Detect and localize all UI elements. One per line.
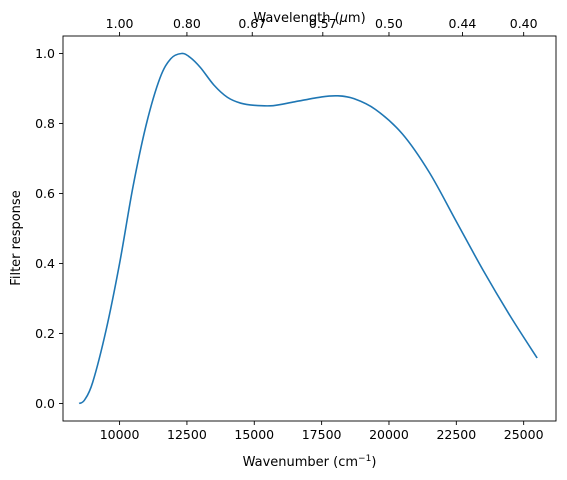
plot-frame xyxy=(62,35,557,422)
y-tick-label: 0.0 xyxy=(35,396,55,411)
x-axis-label: Wavenumber (cm−1) xyxy=(243,454,377,470)
top-tick-label: 1.00 xyxy=(106,16,134,31)
y-tick-label: 0.4 xyxy=(35,256,55,271)
top-x-axis: 1.00 0.80 0.67 0.57 0.50 0.44 0.40 xyxy=(106,16,538,36)
x-tick-label: 25000 xyxy=(504,427,544,442)
y-tick-label: 0.8 xyxy=(35,116,55,131)
x-tick-label: 15000 xyxy=(234,427,274,442)
top-tick-label: 0.80 xyxy=(173,16,201,31)
y-axis: 0.0 0.2 0.4 0.6 0.8 1.0 xyxy=(35,46,63,411)
series-line-0 xyxy=(78,52,538,405)
top-tick-label: 0.40 xyxy=(510,16,538,31)
y-tick-label: 0.6 xyxy=(35,186,55,201)
x-tick-label: 20000 xyxy=(369,427,409,442)
y-tick-label: 1.0 xyxy=(35,46,55,61)
top-tick-label: 0.44 xyxy=(449,16,477,31)
y-axis-label: Filter response xyxy=(9,190,24,285)
top-tick-label: 0.67 xyxy=(238,16,266,31)
x-tick-label: 17500 xyxy=(302,427,342,442)
x-tick-label: 22500 xyxy=(436,427,476,442)
y-tick-label: 0.2 xyxy=(35,326,55,341)
plot-area xyxy=(62,35,557,422)
top-tick-label: 0.57 xyxy=(309,16,337,31)
x-tick-label: 12500 xyxy=(167,427,207,442)
top-tick-label: 0.50 xyxy=(375,16,403,31)
bottom-x-axis: 10000 12500 15000 17500 20000 22500 25000 xyxy=(100,421,544,442)
x-tick-label: 10000 xyxy=(100,427,140,442)
top-x-axis-label: Wavelength (μm) xyxy=(253,11,365,26)
